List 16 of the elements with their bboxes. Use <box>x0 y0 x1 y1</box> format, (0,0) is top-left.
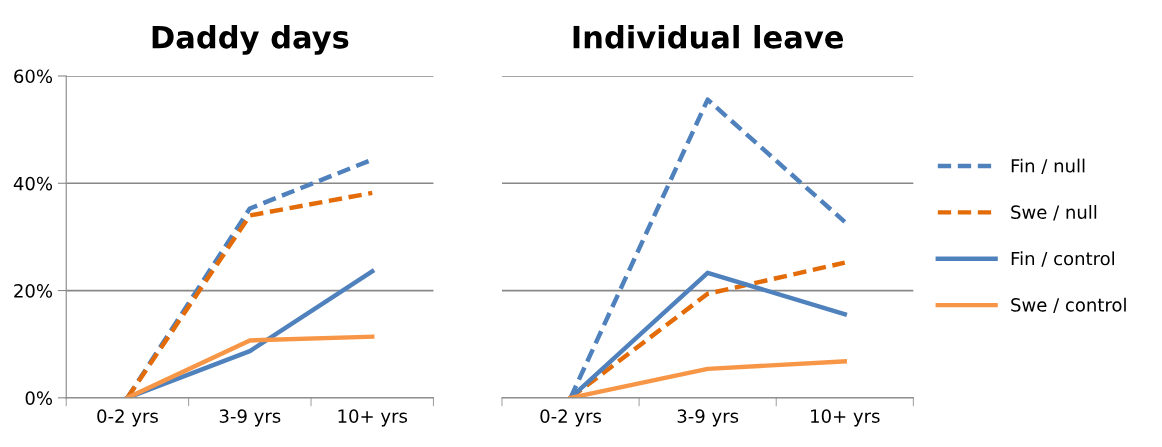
x-tick-label: 10+ yrs <box>811 409 880 427</box>
y-tick-label: 40% <box>13 176 53 191</box>
y-tick-label: 0% <box>25 391 53 405</box>
legend-label: Fin / control <box>1011 251 1115 267</box>
legend-label: Swe / null <box>1011 204 1097 221</box>
x-tick-label: 10+ yrs <box>338 409 408 427</box>
legend-label: Swe / control <box>1011 297 1126 314</box>
x-tick-label: 0-2 yrs <box>540 409 602 427</box>
chart-title: Daddy days <box>152 24 349 55</box>
x-tick-label: 0-2 yrs <box>97 409 158 427</box>
chart-title: Individual leave <box>573 24 844 49</box>
x-tick-label: 3-9 yrs <box>677 409 739 427</box>
legend-label: Fin / null <box>1011 158 1085 175</box>
y-tick-label: 20% <box>14 284 53 298</box>
y-tick-label: 60% <box>14 69 53 84</box>
x-tick-label: 3-9 yrs <box>219 409 281 427</box>
